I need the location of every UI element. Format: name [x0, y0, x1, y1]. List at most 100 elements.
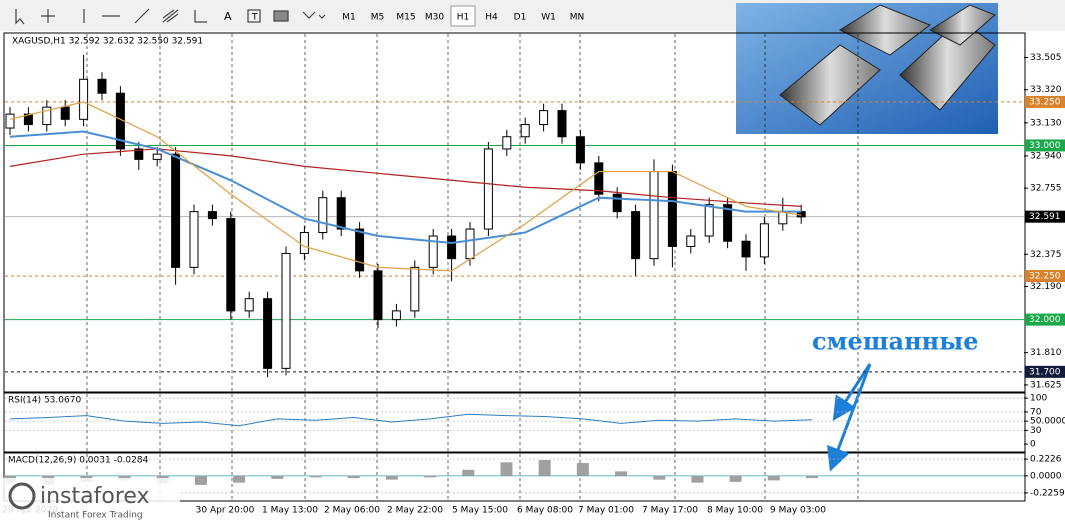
trendline-tool[interactable] — [134, 8, 150, 24]
y-tick-label: 70 — [1030, 407, 1042, 417]
timeframe-button[interactable]: M1 — [342, 13, 356, 23]
candle-body — [428, 235, 438, 268]
candle-body — [299, 232, 309, 254]
candle-body — [502, 136, 512, 150]
candle-body — [207, 211, 217, 220]
macd-bar — [347, 475, 360, 479]
macd-bar — [767, 475, 780, 481]
y-tick-label: 31.625 — [1030, 380, 1062, 390]
macd-bar — [385, 475, 398, 480]
timeframe-button[interactable]: M30 — [425, 13, 444, 23]
level-label-box — [1025, 365, 1065, 378]
macd-bar — [691, 475, 704, 483]
candle-body — [152, 153, 162, 160]
candle-body — [171, 153, 181, 268]
macd-label: MACD(12,26,9) 0.0031 -0.0284 — [8, 456, 149, 466]
macd-bar — [462, 469, 475, 476]
candle-body — [97, 78, 107, 94]
current-price-box — [1025, 210, 1065, 223]
y-tick-label: 33.130 — [1030, 118, 1062, 128]
x-tick-label: 2 May 22:00 — [387, 506, 443, 516]
candle-body — [355, 228, 365, 272]
level-label: 33.250 — [1029, 97, 1061, 107]
candle-body — [226, 218, 236, 312]
y-tick-label: 0.0000 — [1030, 471, 1062, 481]
y-tick-label: 32.375 — [1030, 250, 1062, 260]
candle-body — [318, 197, 328, 234]
label-tool-t[interactable]: T — [251, 13, 258, 23]
macd-bar — [233, 475, 246, 483]
x-tick-label: 7 May 01:00 — [578, 506, 634, 516]
rsi-line — [9, 413, 813, 427]
x-tick-label: 5 May 15:00 — [452, 506, 508, 516]
shape-tool[interactable] — [273, 10, 289, 22]
macd-bar — [309, 475, 322, 478]
moving-average — [9, 148, 802, 208]
timeframe-button[interactable]: M5 — [371, 13, 385, 23]
x-tick-label: 8 May 10:00 — [707, 506, 763, 516]
level-label: 32.000 — [1029, 315, 1061, 325]
x-tick-label: 6 May 08:00 — [517, 506, 573, 516]
annotation-arrow — [832, 363, 872, 422]
annotation: смешанные — [812, 327, 979, 356]
candle-body — [741, 240, 751, 258]
candle-body — [539, 110, 549, 126]
silver-bars — [779, 4, 996, 126]
candle-body — [79, 78, 89, 120]
timeframe-button[interactable]: W1 — [541, 13, 556, 23]
candle-body — [23, 113, 33, 126]
macd-bar — [653, 475, 666, 480]
candle-body — [649, 171, 659, 260]
label-tool[interactable] — [247, 9, 261, 23]
moving-average — [9, 101, 802, 272]
y-tick-label: 100 — [1030, 394, 1047, 404]
symbol-label: XAGUSD,H1 32.592 32.632 32.550 32.591 — [12, 37, 203, 47]
candle-body — [244, 298, 254, 312]
candle-body — [723, 204, 733, 242]
current-price-label: 32.591 — [1029, 212, 1061, 222]
timeframe-button[interactable]: H4 — [485, 13, 498, 23]
timeframe-button[interactable]: MN — [570, 13, 585, 23]
timeframe-button[interactable]: H1 — [457, 13, 470, 23]
level-label-box — [1025, 313, 1065, 326]
candle-body — [557, 110, 567, 138]
timeframe-button[interactable]: M15 — [396, 13, 415, 23]
candle-body — [410, 266, 420, 312]
candle-body — [281, 252, 291, 369]
macd-bar — [729, 475, 742, 482]
candle-body — [612, 193, 622, 213]
level-label: 33.000 — [1029, 141, 1061, 151]
candle-body — [447, 235, 457, 260]
x-tick-label: 2 May 06:00 — [324, 506, 380, 516]
candle-body — [594, 162, 604, 195]
channel-tool[interactable] — [162, 9, 179, 23]
candle-body — [575, 136, 585, 164]
candle-body — [778, 211, 788, 225]
candle-body — [134, 148, 144, 160]
macd-bar — [500, 462, 513, 476]
text-tool[interactable]: A — [224, 10, 232, 23]
macd-bar — [271, 475, 284, 479]
level-label: 32.250 — [1029, 272, 1061, 282]
x-tick-label: 9 May 03:00 — [770, 506, 826, 516]
y-tick-label: 32.755 — [1030, 184, 1062, 194]
macd-bar — [538, 460, 551, 476]
arrows-tool[interactable] — [302, 11, 326, 19]
y-tick-label: 32.190 — [1030, 282, 1062, 292]
level-label-box — [1025, 95, 1065, 108]
y-tick-label: -0.2259 — [1030, 488, 1065, 498]
rsi-label: RSI(14) 53.0670 — [8, 396, 81, 406]
timeframe-button[interactable]: D1 — [514, 13, 527, 23]
candle-body — [686, 235, 696, 247]
crosshair-tool[interactable] — [41, 9, 55, 23]
y-tick-label: 50.0000 — [1030, 417, 1065, 427]
level-label-box — [1025, 270, 1065, 283]
fibo-tool[interactable] — [194, 10, 207, 23]
cursor-tool[interactable] — [15, 9, 25, 25]
macd-bar — [194, 475, 207, 485]
candle-body — [520, 124, 530, 138]
macd-bar — [424, 475, 437, 478]
y-tick-label: 32.940 — [1030, 151, 1062, 161]
rsi-panel — [3, 392, 1026, 453]
